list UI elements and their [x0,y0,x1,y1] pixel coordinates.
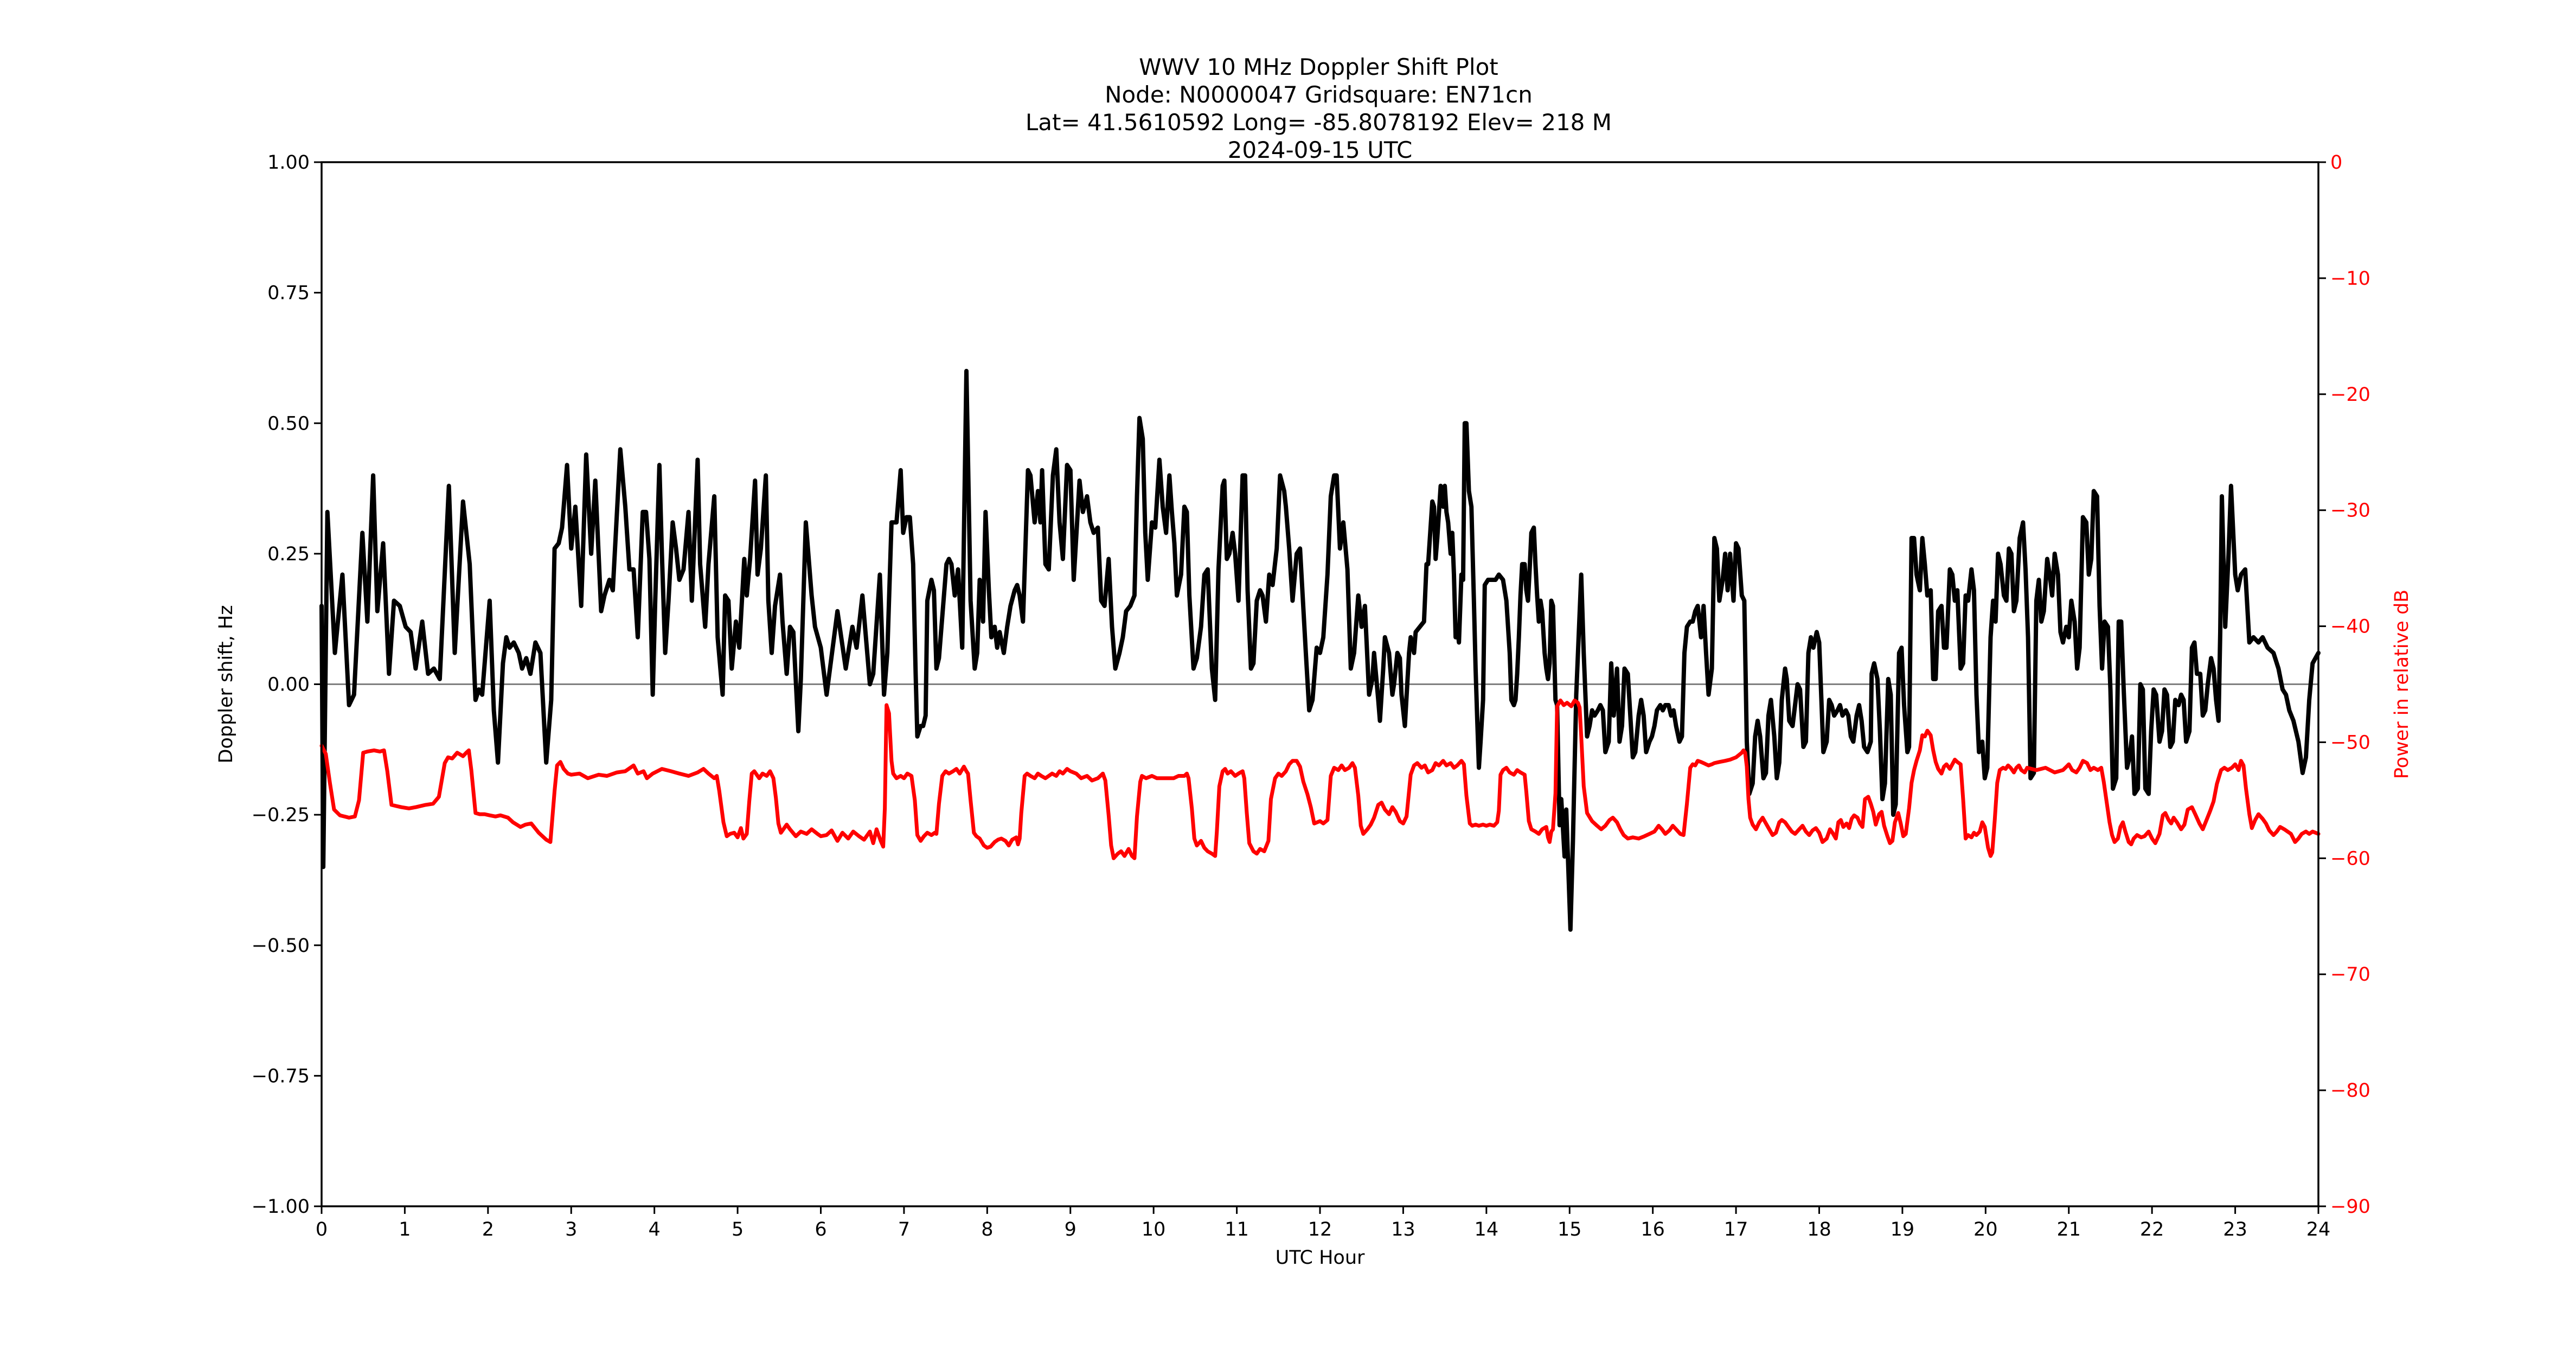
y-left-tick-label: 0.75 [267,283,310,304]
x-tick-label: 15 [1558,1219,1582,1240]
y-right-tick-label: −70 [2330,964,2370,986]
y-left-tick-label: 0.00 [267,674,310,696]
x-axis-label: UTC Hour [1276,1247,1365,1269]
y-right-tick-label: −10 [2330,268,2370,290]
x-tick-label: 0 [316,1219,328,1240]
title-line-3: Lat= 41.5610592 Long= -85.8078192 Elev= … [1026,109,1612,136]
y-left-tick-label: −1.00 [252,1196,310,1218]
y-left-tick-label: −0.75 [252,1065,310,1087]
y-left-tick-label: −0.50 [252,935,310,957]
y-left-tick-label: 0.50 [267,413,310,434]
x-tick-label: 3 [565,1219,577,1240]
y-right-tick-label: −60 [2330,848,2370,869]
x-tick-label: 13 [1391,1219,1415,1240]
y-axis-label-left: Doppler shift, Hz [215,605,237,763]
y-axis-label-right: Power in relative dB [2391,590,2413,779]
y-right-tick-label: −40 [2330,616,2370,638]
x-tick-label: 21 [2056,1219,2081,1240]
x-tick-label: 24 [2306,1219,2331,1240]
title-line-4: 2024-09-15 UTC [1228,137,1413,163]
x-tick-label: 8 [981,1219,993,1240]
y-right-tick-label: −30 [2330,500,2370,522]
x-tick-label: 22 [2140,1219,2164,1240]
x-tick-label: 23 [2223,1219,2247,1240]
x-tick-label: 6 [815,1219,826,1240]
tick-layer: 0 1 2 3 4 5 6 7 8 9 10 11 12 13 14 15 16 17 18 19 20 21 22 23 24… [252,152,2370,1240]
x-tick-label: 11 [1225,1219,1249,1240]
x-tick-label: 16 [1641,1219,1665,1240]
y-right-tick-label: −20 [2330,384,2370,406]
y-right-tick-label: −90 [2330,1196,2370,1218]
series-power_relative_db [319,698,2321,860]
x-tick-label: 14 [1475,1219,1499,1240]
x-tick-label: 10 [1142,1219,1166,1240]
chart-title: WWV 10 MHz Doppler Shift Plot Node: N000… [1026,54,1614,163]
series-doppler_shift_hz [319,369,2321,932]
y-right-tick-label: −80 [2330,1080,2370,1102]
title-line-2: Node: N0000047 Gridsquare: EN71cn [1105,81,1533,108]
y-right-tick-label: 0 [2330,152,2342,174]
x-tick-label: 18 [1807,1219,1831,1240]
x-tick-label: 4 [649,1219,661,1240]
y-left-tick-label: 0.25 [267,543,310,565]
x-tick-label: 9 [1065,1219,1076,1240]
x-tick-label: 19 [1891,1219,1915,1240]
y-right-tick-label: −50 [2330,732,2370,753]
x-tick-label: 7 [898,1219,910,1240]
x-tick-label: 2 [482,1219,494,1240]
x-tick-label: 20 [1973,1219,1998,1240]
y-left-tick-label: 1.00 [267,152,310,174]
title-line-1: WWV 10 MHz Doppler Shift Plot [1139,54,1498,80]
x-tick-label: 17 [1724,1219,1748,1240]
y-left-tick-label: −0.25 [252,804,310,826]
series-layer [319,369,2321,932]
x-tick-label: 12 [1308,1219,1332,1240]
x-tick-label: 5 [732,1219,744,1240]
x-tick-label: 1 [399,1219,411,1240]
